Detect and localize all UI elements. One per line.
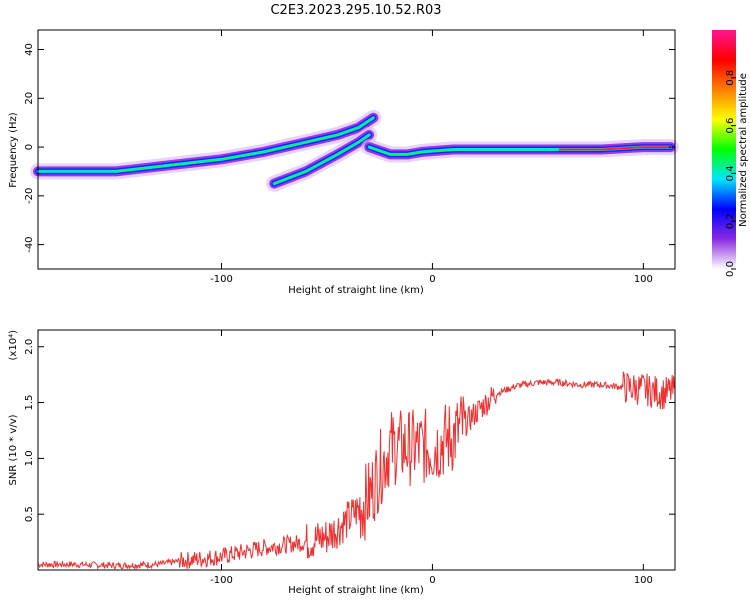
spectrogram-panel: -100 0 100 -40 -20 0 20 40 Height of straight l… <box>8 29 679 296</box>
colorbar-tick-label-1: 0.2 <box>725 213 736 229</box>
spectrogram-y-tick-label-3: 20 <box>24 92 35 105</box>
spectrogram-y-label: Frequency (Hz) <box>8 112 19 188</box>
spectrogram-x-tick-label-1: 0 <box>429 274 435 285</box>
colorbar-tick-label-3: 0.6 <box>725 118 736 134</box>
snr-x-tick-label-0: -100 <box>210 575 233 586</box>
colorbar-ticks: 0.0 0.2 0.4 0.6 0.8 <box>725 70 736 277</box>
snr-x-label: Height of straight line (km) <box>288 585 424 596</box>
colorbar-label: Normalized spectral amplitude <box>738 73 749 227</box>
snr-x-tick-label-1: 0 <box>429 575 435 586</box>
snr-panel: -100 0 100 0.5 1.0 1.5 2.0 Height of straight … <box>8 329 676 596</box>
spectrogram-y-tick-label-4: 40 <box>24 43 35 56</box>
colorbar-tick-label-4: 0.8 <box>725 70 736 86</box>
ridge-peak-core <box>559 146 671 151</box>
snr-plot-area <box>38 330 675 570</box>
snr-y-multiplier: (x10⁴) <box>8 330 19 361</box>
colorbar-tick-label-0: 0.0 <box>725 261 736 277</box>
spectrogram-marks <box>30 109 679 192</box>
snr-series-line <box>37 371 675 571</box>
snr-y-label: SNR (10 * v/v) <box>8 414 19 485</box>
snr-x-tick-label-2: 100 <box>634 575 653 586</box>
colorbar-gradient <box>712 30 736 269</box>
spectrogram-y-tick-label-1: -20 <box>24 188 35 204</box>
ridge-0-layer-4 <box>37 117 375 173</box>
spectrogram-y-tick-label-2: 0 <box>24 144 35 150</box>
colorbar: 0.0 0.2 0.4 0.6 0.8 Normalized spectral ampl… <box>712 30 749 277</box>
snr-y-tick-label-3: 2.0 <box>24 339 35 355</box>
spectrogram-frame <box>37 29 676 270</box>
chart-title: C2E3.2023.295.10.52.R03 <box>270 3 441 18</box>
snr-y-tick-label-0: 0.5 <box>24 506 35 522</box>
ridge-1-layer-4 <box>273 134 370 185</box>
colorbar-tick-label-2: 0.4 <box>725 165 736 181</box>
spectrogram-x-label: Height of straight line (km) <box>288 285 424 296</box>
snr-frame <box>37 329 676 571</box>
spectrogram-y-tick-label-0: -40 <box>24 236 35 252</box>
spectrogram-ticks: -100 0 100 -40 -20 0 20 40 <box>24 30 675 285</box>
spectrogram-x-tick-label-2: 100 <box>634 274 653 285</box>
spectrogram-x-tick-label-0: -100 <box>210 274 233 285</box>
snr-y-tick-label-1: 1.0 <box>24 450 35 466</box>
snr-y-tick-label-2: 1.5 <box>24 395 35 411</box>
snr-ticks: -100 0 100 0.5 1.0 1.5 2.0 <box>24 330 675 586</box>
